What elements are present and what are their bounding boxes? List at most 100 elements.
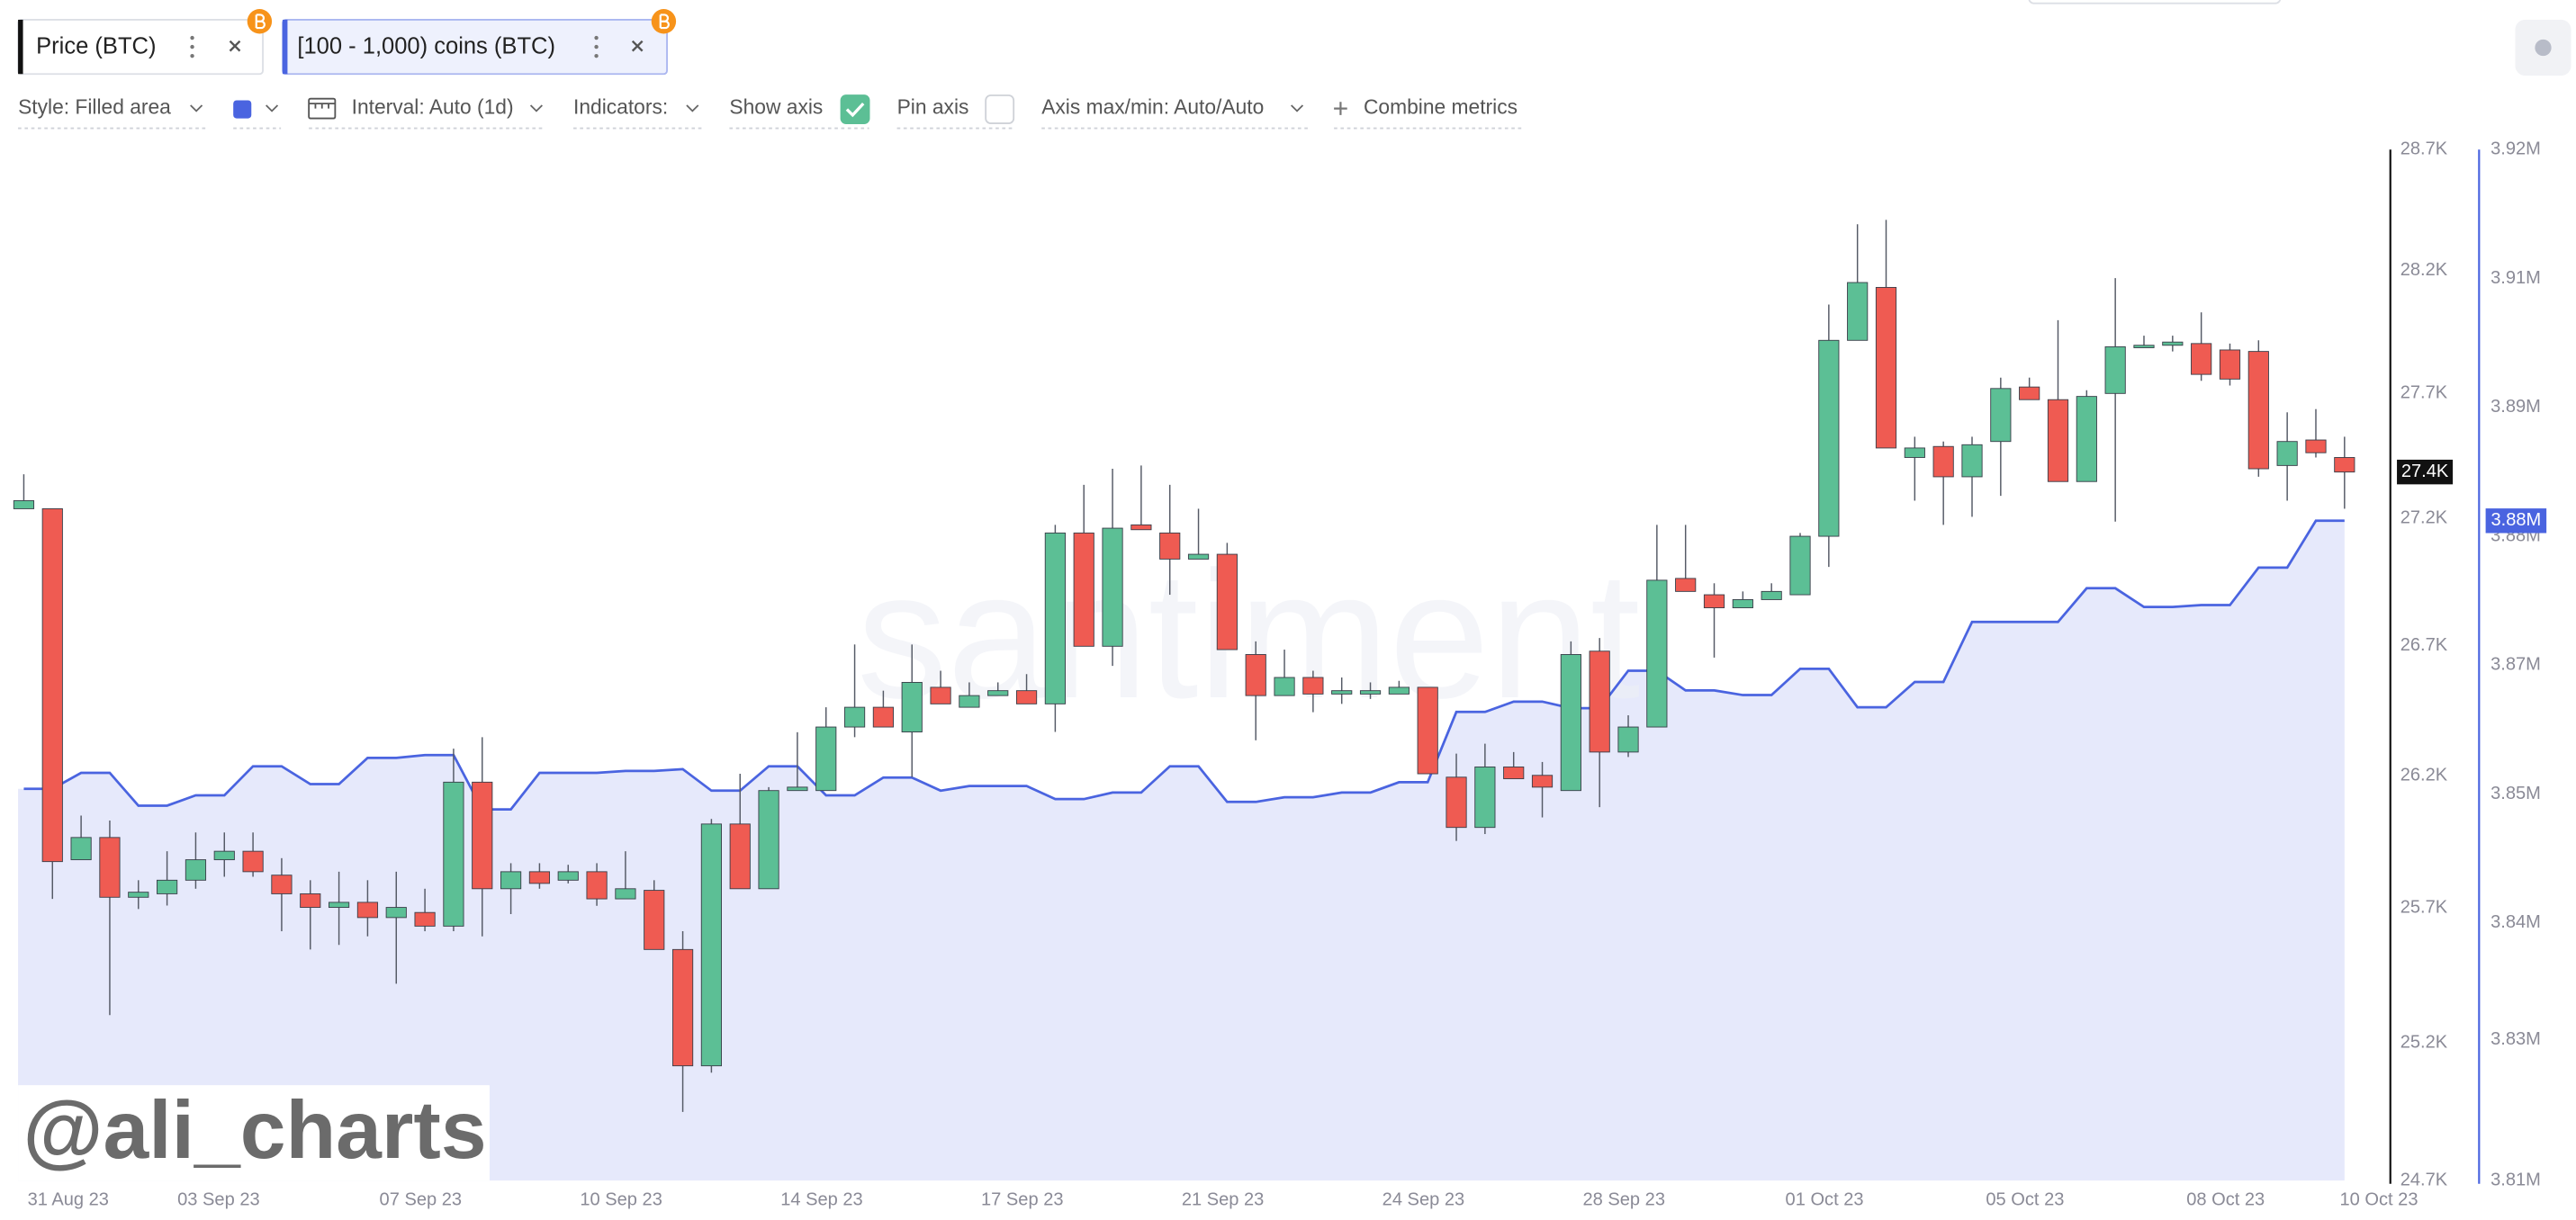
y-tick-label: 28.2K [2400, 260, 2448, 280]
candle-body [1847, 282, 1869, 341]
x-tick-label: 10 Sep 23 [580, 1189, 662, 1209]
y2-tick-label: 3.91M [2490, 268, 2541, 288]
candle-body [356, 902, 379, 919]
y-tick-label: 27.2K [2400, 507, 2448, 527]
candle-body [2133, 345, 2155, 348]
close-icon[interactable] [631, 40, 644, 52]
candle-body [13, 500, 35, 509]
x-tick-label: 21 Sep 23 [1182, 1189, 1265, 1209]
candle-body [758, 790, 779, 890]
y-tick-label: 27.7K [2400, 382, 2448, 402]
x-tick-label: 28 Sep 23 [1582, 1189, 1665, 1209]
candle-body [1503, 766, 1525, 780]
candle-body [300, 893, 321, 909]
candle-body [1159, 532, 1181, 560]
candle-body [328, 902, 350, 909]
tab-label[interactable]: [100 - 1,000) coins (BTC) [297, 34, 555, 59]
candle-body [128, 892, 149, 898]
candle-body [99, 837, 121, 898]
plus-icon [1334, 102, 1347, 115]
y2-tick-label: 3.85M [2490, 784, 2541, 803]
x-tick-label: 31 Aug 23 [28, 1189, 109, 1209]
candle-body [1130, 524, 1152, 531]
y2-tick-label: 3.87M [2490, 655, 2541, 675]
candle-body [1617, 726, 1639, 753]
y2-tick-label: 3.83M [2490, 1029, 2541, 1049]
candle-body [271, 875, 293, 894]
menu-icon[interactable] [594, 35, 599, 58]
candle-body [1990, 388, 2012, 443]
candle-body [414, 911, 436, 927]
chevron [529, 104, 543, 112]
candle-body [1875, 286, 1897, 449]
x-tick-label: 03 Sep 23 [177, 1189, 260, 1209]
candle-body [700, 823, 723, 1067]
show-axis-label[interactable]: Show axis [729, 95, 823, 119]
tab[interactable]: [100 - 1,000) coins (BTC) [282, 9, 677, 76]
candle-body [1589, 650, 1610, 753]
candle-body [385, 907, 407, 919]
candle-body [1789, 535, 1811, 596]
color-swatch[interactable] [233, 100, 252, 119]
tab[interactable]: Price (BTC) [17, 9, 273, 76]
last-value-label: 3.88M [2490, 510, 2541, 530]
candle-body [644, 890, 665, 950]
candle-body [1073, 532, 1094, 647]
menu-icon[interactable] [190, 35, 194, 58]
candle-body [2247, 351, 2269, 470]
interval-icon-detail [309, 103, 336, 109]
candle-body [787, 786, 808, 792]
candle-body [2162, 341, 2184, 346]
candle-body [2104, 345, 2126, 394]
candle-body [671, 948, 694, 1067]
candle-body [472, 781, 493, 890]
interval-select[interactable]: Interval: Auto (1d) [352, 95, 514, 119]
bitcoin-glyph [255, 13, 266, 30]
credit-box [18, 1085, 490, 1181]
candle-body [70, 837, 92, 861]
credit: @ali_charts [23, 1084, 487, 1176]
candle-body [1675, 578, 1697, 592]
bitcoin-glyph [659, 13, 670, 30]
candle-body [500, 871, 522, 890]
x-tick-label: 17 Sep 23 [981, 1189, 1064, 1209]
candle-body [1044, 532, 1066, 704]
pin-axis-checkbox[interactable] [985, 94, 1015, 124]
candle-body [1216, 553, 1238, 650]
candle-body [2219, 349, 2241, 380]
candle-body [1388, 686, 1410, 695]
candle-body [1761, 590, 1782, 600]
candle-body [2076, 396, 2097, 482]
candle-body [2191, 343, 2212, 375]
style-select[interactable]: Style: Filled area [18, 95, 171, 119]
tab-label[interactable]: Price (BTC) [36, 34, 156, 59]
axis-range-select[interactable]: Axis max/min: Auto/Auto [1041, 95, 1264, 119]
candle-body [959, 695, 980, 708]
y2-tick-label: 3.81M [2490, 1170, 2541, 1189]
x-tick-label: 24 Sep 23 [1383, 1189, 1465, 1209]
candle-body [2019, 386, 2040, 400]
close-icon[interactable] [229, 40, 241, 52]
candle-body [872, 706, 894, 728]
candle-body [1331, 690, 1353, 695]
indicators-select[interactable]: Indicators: [573, 95, 668, 119]
checkmark [845, 103, 865, 118]
search-box[interactable] [2028, 0, 2282, 4]
area-line [23, 519, 2345, 812]
plot: santiment28.7K28.2K27.7K27.2K26.7K26.2K2… [13, 139, 2547, 1209]
candle-body [528, 871, 551, 884]
combine-metrics-button[interactable]: Combine metrics [1364, 95, 1518, 119]
candle-body [1102, 527, 1123, 647]
y2-tick-label: 3.84M [2490, 912, 2541, 932]
candle-body [2276, 441, 2298, 466]
chevron [190, 104, 203, 112]
candle-body [242, 850, 264, 873]
y-tick-label: 24.7K [2400, 1170, 2448, 1189]
candle-body [930, 686, 951, 704]
candle-body [901, 681, 923, 733]
pin-axis-label[interactable]: Pin axis [897, 95, 969, 119]
candle-body [1187, 553, 1210, 560]
show-axis-checkbox[interactable] [840, 94, 870, 124]
candle-body [1904, 447, 1925, 458]
